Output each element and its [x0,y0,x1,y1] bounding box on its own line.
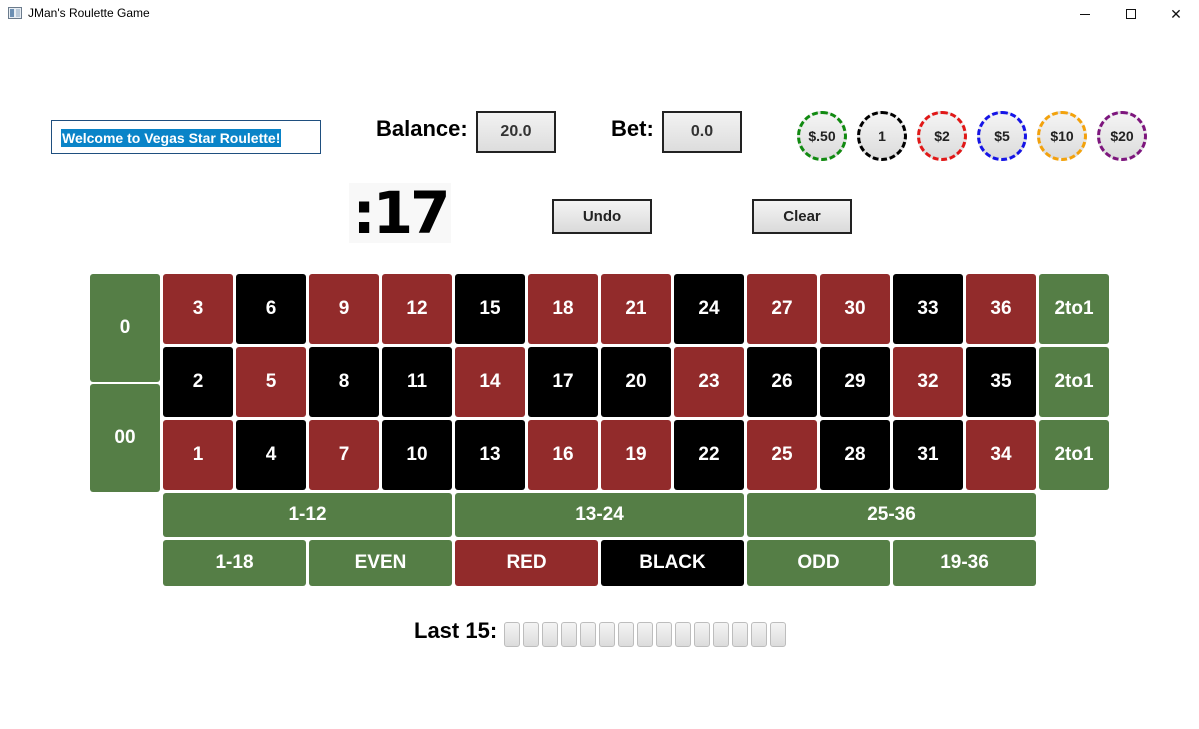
bet-outside-1-18[interactable]: 1-18 [163,540,306,586]
bet-number[interactable]: 29 [820,347,890,417]
bet-number[interactable]: 8 [309,347,379,417]
bet-number[interactable]: 33 [893,274,963,344]
bet-number[interactable]: 10 [382,420,452,490]
chip-0[interactable]: $.50 [797,111,847,161]
countdown-timer: :17 [349,183,451,243]
bet-outside-even[interactable]: EVEN [309,540,452,586]
balance-label: Balance: [376,116,468,141]
history-slot [656,622,672,647]
bet-dozen-2[interactable]: 13-24 [455,493,744,537]
bet-number[interactable]: 12 [382,274,452,344]
welcome-textbox[interactable]: Welcome to Vegas Star Roulette! [51,120,321,154]
chip-4[interactable]: $10 [1037,111,1087,161]
bet-number[interactable]: 11 [382,347,452,417]
history-slot [694,622,710,647]
bet-number[interactable]: 20 [601,347,671,417]
minimize-button[interactable] [1062,0,1108,28]
bet-column-1[interactable]: 2to1 [1039,420,1109,490]
undo-button[interactable]: Undo [552,199,652,234]
bet-number[interactable]: 13 [455,420,525,490]
bet-dozen-1[interactable]: 1-12 [163,493,452,537]
bet-dozen-3[interactable]: 25-36 [747,493,1036,537]
bet-number[interactable]: 25 [747,420,817,490]
bet-column-2[interactable]: 2to1 [1039,347,1109,417]
bet-number[interactable]: 31 [893,420,963,490]
bet-number[interactable]: 18 [528,274,598,344]
bet-number[interactable]: 9 [309,274,379,344]
window-title: JMan's Roulette Game [28,6,150,20]
bet-outside-black[interactable]: BLACK [601,540,744,586]
history-slot [732,622,748,647]
bet-number[interactable]: 35 [966,347,1036,417]
bet-outside-red[interactable]: RED [455,540,598,586]
last-15-label: Last 15: [414,618,498,643]
bet-number[interactable]: 2 [163,347,233,417]
history-slot [599,622,615,647]
welcome-text: Welcome to Vegas Star Roulette! [61,129,282,147]
chip-1[interactable]: 1 [857,111,907,161]
maximize-icon [1126,9,1136,19]
bet-number[interactable]: 21 [601,274,671,344]
chip-5[interactable]: $20 [1097,111,1147,161]
bet-number[interactable]: 28 [820,420,890,490]
chip-2[interactable]: $2 [917,111,967,161]
close-icon: ✕ [1170,5,1182,22]
chip-3[interactable]: $5 [977,111,1027,161]
history-slot [561,622,577,647]
history-slot [580,622,596,647]
bet-column-3[interactable]: 2to1 [1039,274,1109,344]
bet-number[interactable]: 5 [236,347,306,417]
bet-number[interactable]: 22 [674,420,744,490]
bet-number[interactable]: 34 [966,420,1036,490]
history-slot [637,622,653,647]
history-slot [751,622,767,647]
bet-outside-odd[interactable]: ODD [747,540,890,586]
history-slot [504,622,520,647]
balance-value: 20.0 [476,111,556,153]
history-slot [523,622,539,647]
bet-label: Bet: [611,116,654,141]
bet-number[interactable]: 1 [163,420,233,490]
bet-number[interactable]: 23 [674,347,744,417]
bet-number[interactable]: 6 [236,274,306,344]
bet-number[interactable]: 30 [820,274,890,344]
bet-number[interactable]: 19 [601,420,671,490]
clear-button[interactable]: Clear [752,199,852,234]
app-icon [8,7,22,19]
history-slot [618,622,634,647]
bet-number[interactable]: 36 [966,274,1036,344]
bet-double-zero[interactable]: 00 [90,384,160,492]
history-slot [770,622,786,647]
bet-outside-19-36[interactable]: 19-36 [893,540,1036,586]
history-slot [713,622,729,647]
maximize-button[interactable] [1108,0,1154,28]
bet-number[interactable]: 16 [528,420,598,490]
history-slot [675,622,691,647]
bet-number[interactable]: 15 [455,274,525,344]
bet-number[interactable]: 24 [674,274,744,344]
bet-number[interactable]: 7 [309,420,379,490]
bet-number[interactable]: 14 [455,347,525,417]
history-slot [542,622,558,647]
bet-zero[interactable]: 0 [90,274,160,382]
bet-number[interactable]: 4 [236,420,306,490]
bet-number[interactable]: 26 [747,347,817,417]
bet-number[interactable]: 27 [747,274,817,344]
title-bar: JMan's Roulette Game ✕ [0,0,1199,28]
bet-number[interactable]: 17 [528,347,598,417]
minimize-icon [1080,13,1090,15]
close-button[interactable]: ✕ [1153,0,1199,28]
bet-number[interactable]: 3 [163,274,233,344]
bet-number[interactable]: 32 [893,347,963,417]
bet-value: 0.0 [662,111,742,153]
